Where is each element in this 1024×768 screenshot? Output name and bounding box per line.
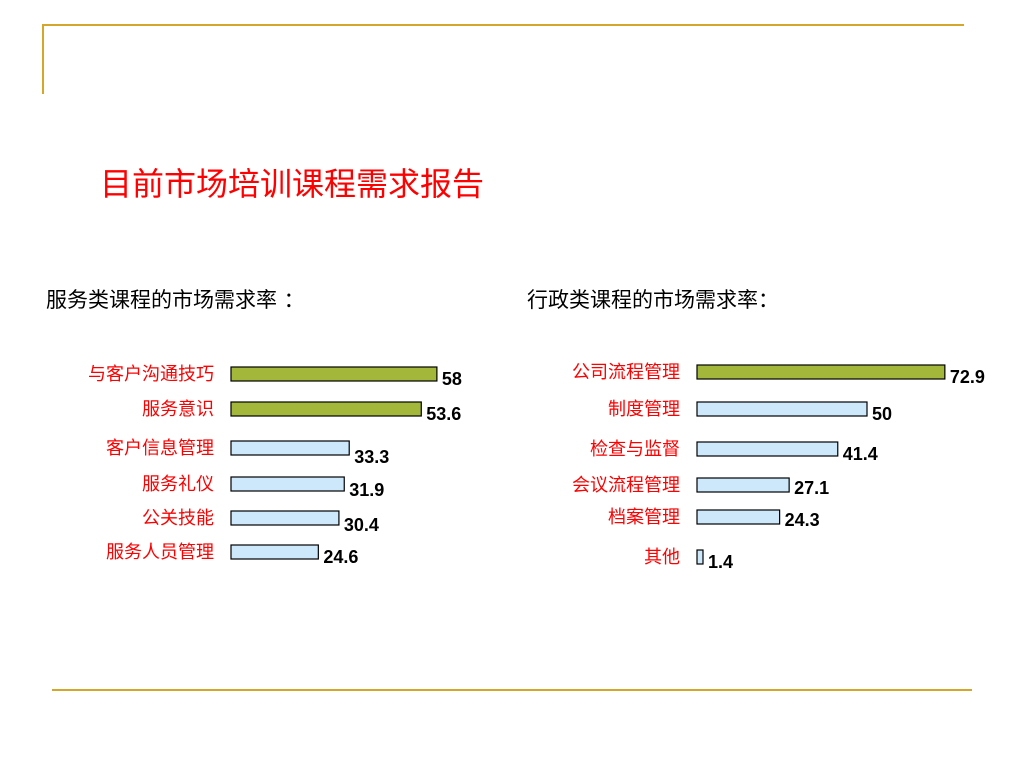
admin-category-label: 档案管理 (608, 507, 680, 528)
admin-value-label: 27.1 (794, 478, 829, 498)
admin-category-label: 公司流程管理 (572, 362, 680, 383)
service-bar (230, 440, 350, 456)
service-bar (230, 544, 319, 560)
admin-bar (696, 401, 868, 417)
service-chart-title: 服务类课程的市场需求率 ： (46, 288, 305, 312)
admin-value-label: 50 (872, 404, 892, 424)
service-value-label: 31.9 (349, 480, 384, 500)
service-bar (230, 510, 340, 526)
service-value-label: 53.6 (426, 404, 461, 424)
service-category-label: 服务人员管理 (106, 542, 214, 563)
service-bar (230, 366, 438, 382)
service-value-label: 24.6 (323, 547, 358, 567)
admin-chart-title: 行政类课程的市场需求率： (527, 288, 779, 312)
service-category-label: 客户信息管理 (106, 438, 214, 459)
admin-bar (696, 509, 781, 525)
admin-value-label: 24.3 (785, 510, 820, 530)
service-bar (230, 401, 422, 417)
admin-value-label: 1.4 (708, 552, 733, 572)
admin-category-label: 其他 (644, 547, 680, 568)
admin-value-label: 72.9 (950, 367, 985, 387)
admin-bar (696, 441, 839, 457)
admin-value-label: 41.4 (843, 444, 878, 464)
bottom-border-line (52, 689, 972, 691)
service-value-label: 33.3 (354, 447, 389, 467)
admin-bar (696, 477, 790, 493)
service-value-label: 58 (442, 369, 462, 389)
admin-category-label: 会议流程管理 (572, 475, 680, 496)
service-category-label: 服务意识 (142, 399, 214, 420)
service-category-label: 公关技能 (142, 508, 214, 529)
page-title: 目前市场培训课程需求报告 (100, 165, 485, 203)
admin-category-label: 制度管理 (608, 399, 680, 420)
service-value-label: 30.4 (344, 515, 379, 535)
admin-bar (696, 549, 704, 565)
service-category-label: 与客户沟通技巧 (88, 364, 214, 385)
admin-category-label: 检查与监督 (590, 439, 680, 460)
service-category-label: 服务礼仪 (142, 474, 214, 495)
admin-bar (696, 364, 946, 380)
service-bar (230, 476, 345, 492)
top-border-line (42, 24, 964, 26)
left-border-line (42, 24, 44, 94)
